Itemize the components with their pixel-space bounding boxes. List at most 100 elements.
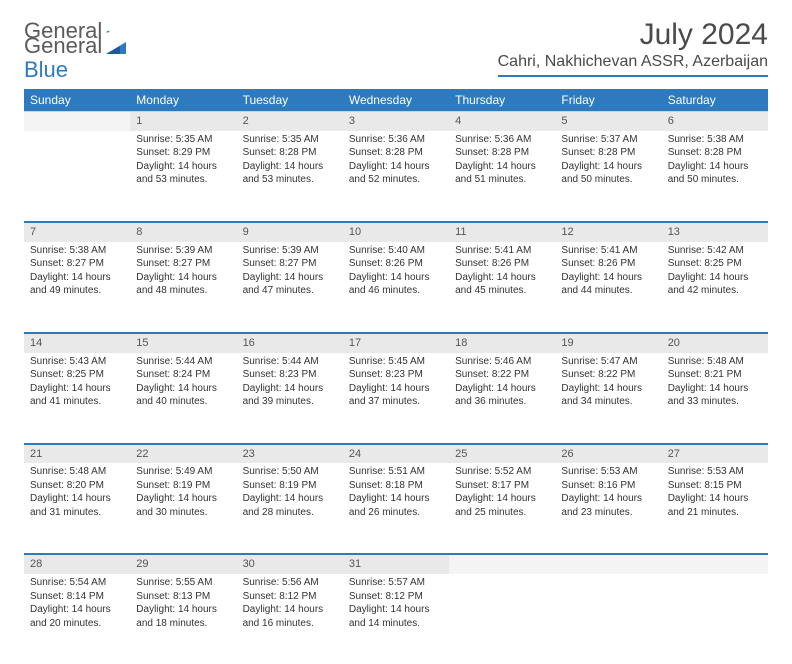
sunset-text: Sunset: 8:21 PM	[668, 368, 762, 382]
day-details: Sunrise: 5:44 AMSunset: 8:24 PMDaylight:…	[130, 353, 236, 415]
day-cell: Sunrise: 5:35 AMSunset: 8:28 PMDaylight:…	[237, 131, 343, 221]
day-number: 3	[343, 111, 449, 131]
sunset-text: Sunset: 8:29 PM	[136, 146, 230, 160]
day-number: 23	[237, 443, 343, 464]
day-number: 10	[343, 221, 449, 242]
day-number-cell: 24	[343, 443, 449, 464]
day-details: Sunrise: 5:38 AMSunset: 8:27 PMDaylight:…	[24, 242, 130, 304]
daylight-text: Daylight: 14 hours and 44 minutes.	[561, 271, 655, 298]
sunrise-text: Sunrise: 5:49 AM	[136, 465, 230, 479]
day-cell: Sunrise: 5:55 AMSunset: 8:13 PMDaylight:…	[130, 574, 236, 664]
daylight-text: Daylight: 14 hours and 28 minutes.	[243, 492, 337, 519]
sunrise-text: Sunrise: 5:45 AM	[349, 355, 443, 369]
day-number-cell: 15	[130, 332, 236, 353]
sunset-text: Sunset: 8:28 PM	[668, 146, 762, 160]
day-details: Sunrise: 5:44 AMSunset: 8:23 PMDaylight:…	[237, 353, 343, 415]
day-details: Sunrise: 5:41 AMSunset: 8:26 PMDaylight:…	[449, 242, 555, 304]
day-number-cell: 3	[343, 111, 449, 131]
day-number-cell: 22	[130, 443, 236, 464]
day-number: 9	[237, 221, 343, 242]
day-number-cell: 20	[662, 332, 768, 353]
day-cell: Sunrise: 5:53 AMSunset: 8:16 PMDaylight:…	[555, 463, 661, 553]
day-details: Sunrise: 5:45 AMSunset: 8:23 PMDaylight:…	[343, 353, 449, 415]
day-details: Sunrise: 5:56 AMSunset: 8:12 PMDaylight:…	[237, 574, 343, 636]
day-number: 1	[130, 111, 236, 131]
daynum-row: 28293031	[24, 553, 768, 574]
daylight-text: Daylight: 14 hours and 34 minutes.	[561, 382, 655, 409]
daylight-text: Daylight: 14 hours and 30 minutes.	[136, 492, 230, 519]
day-details: Sunrise: 5:43 AMSunset: 8:25 PMDaylight:…	[24, 353, 130, 415]
day-number: 12	[555, 221, 661, 242]
day-number: 20	[662, 332, 768, 353]
sunrise-text: Sunrise: 5:48 AM	[30, 465, 124, 479]
day-number-cell: 11	[449, 221, 555, 242]
sunrise-text: Sunrise: 5:55 AM	[136, 576, 230, 590]
day-number: 24	[343, 443, 449, 464]
sunset-text: Sunset: 8:27 PM	[30, 257, 124, 271]
day-number-cell: 16	[237, 332, 343, 353]
day-details: Sunrise: 5:39 AMSunset: 8:27 PMDaylight:…	[130, 242, 236, 304]
daylight-text: Daylight: 14 hours and 20 minutes.	[30, 603, 124, 630]
weekday-header: Monday	[130, 89, 236, 111]
sunrise-text: Sunrise: 5:53 AM	[561, 465, 655, 479]
day-details: Sunrise: 5:49 AMSunset: 8:19 PMDaylight:…	[130, 463, 236, 525]
sunset-text: Sunset: 8:20 PM	[30, 479, 124, 493]
weekday-header: Friday	[555, 89, 661, 111]
sunset-text: Sunset: 8:14 PM	[30, 590, 124, 604]
day-cell: Sunrise: 5:52 AMSunset: 8:17 PMDaylight:…	[449, 463, 555, 553]
daynum-row: 123456	[24, 111, 768, 131]
day-cell: Sunrise: 5:47 AMSunset: 8:22 PMDaylight:…	[555, 353, 661, 443]
daylight-text: Daylight: 14 hours and 36 minutes.	[455, 382, 549, 409]
day-details: Sunrise: 5:37 AMSunset: 8:28 PMDaylight:…	[555, 131, 661, 193]
day-details: Sunrise: 5:36 AMSunset: 8:28 PMDaylight:…	[449, 131, 555, 193]
sunrise-text: Sunrise: 5:41 AM	[561, 244, 655, 258]
day-cell: Sunrise: 5:39 AMSunset: 8:27 PMDaylight:…	[237, 242, 343, 332]
calendar-table: SundayMondayTuesdayWednesdayThursdayFrid…	[24, 89, 768, 664]
day-details: Sunrise: 5:42 AMSunset: 8:25 PMDaylight:…	[662, 242, 768, 304]
day-cell: Sunrise: 5:56 AMSunset: 8:12 PMDaylight:…	[237, 574, 343, 664]
day-cell: Sunrise: 5:40 AMSunset: 8:26 PMDaylight:…	[343, 242, 449, 332]
sunrise-text: Sunrise: 5:36 AM	[455, 133, 549, 147]
daylight-text: Daylight: 14 hours and 49 minutes.	[30, 271, 124, 298]
sunrise-text: Sunrise: 5:41 AM	[455, 244, 549, 258]
daylight-text: Daylight: 14 hours and 53 minutes.	[243, 160, 337, 187]
day-number: 6	[662, 111, 768, 131]
logo-text-blue: Blue	[24, 57, 68, 83]
day-cell: Sunrise: 5:38 AMSunset: 8:28 PMDaylight:…	[662, 131, 768, 221]
sunrise-text: Sunrise: 5:39 AM	[243, 244, 337, 258]
sunrise-text: Sunrise: 5:38 AM	[668, 133, 762, 147]
daylight-text: Daylight: 14 hours and 21 minutes.	[668, 492, 762, 519]
day-number-cell: 17	[343, 332, 449, 353]
sunset-text: Sunset: 8:23 PM	[349, 368, 443, 382]
day-details: Sunrise: 5:35 AMSunset: 8:28 PMDaylight:…	[237, 131, 343, 193]
day-number-cell	[662, 553, 768, 574]
daylight-text: Daylight: 14 hours and 31 minutes.	[30, 492, 124, 519]
sunset-text: Sunset: 8:27 PM	[136, 257, 230, 271]
sunrise-text: Sunrise: 5:37 AM	[561, 133, 655, 147]
sunset-text: Sunset: 8:25 PM	[668, 257, 762, 271]
daylight-text: Daylight: 14 hours and 25 minutes.	[455, 492, 549, 519]
day-cell: Sunrise: 5:51 AMSunset: 8:18 PMDaylight:…	[343, 463, 449, 553]
day-number-cell: 26	[555, 443, 661, 464]
sunrise-text: Sunrise: 5:35 AM	[243, 133, 337, 147]
day-details: Sunrise: 5:36 AMSunset: 8:28 PMDaylight:…	[343, 131, 449, 193]
day-cell: Sunrise: 5:57 AMSunset: 8:12 PMDaylight:…	[343, 574, 449, 664]
day-details: Sunrise: 5:53 AMSunset: 8:15 PMDaylight:…	[662, 463, 768, 525]
day-number: 18	[449, 332, 555, 353]
day-cell: Sunrise: 5:48 AMSunset: 8:21 PMDaylight:…	[662, 353, 768, 443]
daylight-text: Daylight: 14 hours and 16 minutes.	[243, 603, 337, 630]
day-number: 22	[130, 443, 236, 464]
day-details: Sunrise: 5:39 AMSunset: 8:27 PMDaylight:…	[237, 242, 343, 304]
day-details: Sunrise: 5:54 AMSunset: 8:14 PMDaylight:…	[24, 574, 130, 636]
logo-triangle-icon2	[106, 38, 126, 54]
sunrise-text: Sunrise: 5:56 AM	[243, 576, 337, 590]
sunrise-text: Sunrise: 5:44 AM	[136, 355, 230, 369]
daylight-text: Daylight: 14 hours and 37 minutes.	[349, 382, 443, 409]
day-number-cell	[24, 111, 130, 131]
logo-text-general2: General	[24, 33, 102, 59]
sunset-text: Sunset: 8:28 PM	[243, 146, 337, 160]
day-number-cell: 19	[555, 332, 661, 353]
sunset-text: Sunset: 8:17 PM	[455, 479, 549, 493]
sunrise-text: Sunrise: 5:52 AM	[455, 465, 549, 479]
month-title: July 2024	[498, 18, 768, 51]
